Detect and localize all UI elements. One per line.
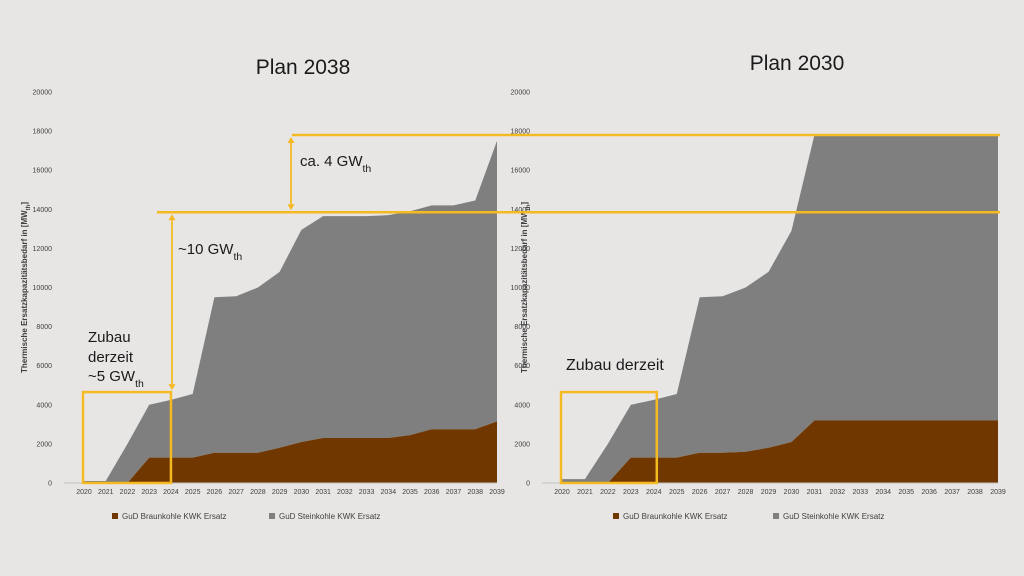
x-tick-label: 2027 [228,489,244,496]
arrow-head [287,204,295,211]
y-tick-label: 12000 [33,246,53,253]
chart-plan-2030: Plan 2030 0 2000 4000 6000 8000 10000 12000 1400… [511,52,1006,521]
y-tick-label: 8000 [36,324,52,331]
legend-label: GuD Steinkohle KWK Ersatz [783,512,884,521]
series-area-braunkohle [562,420,998,483]
y-tick-label: 18000 [33,129,53,136]
x-tick-label: 2031 [807,489,823,496]
y-tick-label: 6000 [36,363,52,370]
y-tick-label: 6000 [514,363,530,370]
y-tick-label: 2000 [514,441,530,448]
x-tick-label: 2027 [715,489,731,496]
zubau-label-line3: ~5 GWth [88,368,144,390]
x-tick-label: 2036 [921,489,937,496]
y-tick-label: 16000 [511,168,531,175]
x-tick-label: 2038 [467,489,483,496]
y-tick-label: 4000 [514,402,530,409]
x-tick-label: 2021 [577,489,593,496]
x-tick-label: 2036 [424,489,440,496]
y-tick-label: 0 [48,481,52,488]
chart-plan-2038: Plan 2038 0 2000 4000 6000 8000 10000 12000 1400… [20,56,505,521]
x-tick-label: 2034 [875,489,891,496]
y-axis-label: Thermische Ersatzkapazitätsbedarf in [MW… [520,202,532,373]
x-tick-label: 2037 [446,489,462,496]
legend-swatch [613,513,619,519]
x-tick-label: 2028 [738,489,754,496]
arrow-head [287,137,295,144]
legend-swatch [269,513,275,519]
legend-swatch [773,513,779,519]
x-tick-label: 2029 [761,489,777,496]
x-tick-label: 2020 [554,489,570,496]
legend-swatch [112,513,118,519]
y-tick-label: 0 [526,481,530,488]
y-tick-label: 20000 [511,90,531,97]
legend-label: GuD Steinkohle KWK Ersatz [279,512,380,521]
x-tick-label: 2034 [381,489,397,496]
x-tick-label: 2025 [669,489,685,496]
y-tick-label: 2000 [36,441,52,448]
series-area-braunkohle [84,421,497,483]
series-area-steinkohle [84,140,497,483]
x-tick-label: 2031 [315,489,331,496]
y-tick-label: 14000 [511,207,531,214]
arrow-head [168,384,176,391]
zubau-label-line2: derzeit [88,349,134,366]
annotation-10gw: ~10 GWth [178,241,242,263]
chart-title: Plan 2030 [750,52,845,75]
x-tick-label: 2020 [76,489,92,496]
x-tick-label: 2026 [692,489,708,496]
x-tick-label: 2032 [337,489,353,496]
x-tick-label: 2039 [990,489,1006,496]
y-tick-label: 20000 [33,90,53,97]
arrow-head [168,214,176,221]
zubau-box-left [81,390,173,485]
x-tick-label: 2024 [646,489,662,496]
x-tick-label: 2035 [898,489,914,496]
y-tick-label: 4000 [36,402,52,409]
chart-title: Plan 2038 [256,56,351,79]
x-tick-label: 2022 [120,489,136,496]
x-tick-label: 2037 [944,489,960,496]
y-tick-label: 12000 [511,246,531,253]
x-tick-label: 2024 [163,489,179,496]
x-tick-label: 2022 [600,489,616,496]
y-tick-label: 16000 [33,168,53,175]
y-tick-label: 10000 [511,285,531,292]
x-tick-label: 2023 [623,489,639,496]
x-tick-label: 2035 [402,489,418,496]
legend-label: GuD Braunkohle KWK Ersatz [623,512,727,521]
y-tick-label: 14000 [33,207,53,214]
zubau-label-right: Zubau derzeit [566,357,664,374]
x-tick-label: 2030 [784,489,800,496]
x-tick-label: 2029 [272,489,288,496]
zubau-box-right [559,390,659,485]
y-axis-label: Thermische Ersatzkapazitätsbedarf in [MW… [20,202,32,373]
zubau-label-line1: Zubau [88,329,131,346]
annotation-layer: Zubau derzeit ~5 GWth ~10 GWth ca. 4 GWth Zub… [81,133,1000,485]
x-tick-label: 2026 [207,489,223,496]
y-tick-label: 18000 [511,129,531,136]
x-tick-label: 2025 [185,489,201,496]
x-tick-label: 2032 [830,489,846,496]
y-tick-label: 8000 [514,324,530,331]
x-tick-label: 2033 [359,489,375,496]
series-area-steinkohle [562,135,998,483]
y-tick-label: 10000 [33,285,53,292]
x-tick-label: 2028 [250,489,266,496]
x-tick-label: 2023 [141,489,157,496]
x-tick-label: 2038 [967,489,983,496]
x-tick-label: 2021 [98,489,114,496]
x-tick-label: 2039 [489,489,505,496]
x-tick-label: 2030 [294,489,310,496]
x-tick-label: 2033 [853,489,869,496]
annotation-4gw: ca. 4 GWth [300,153,371,175]
legend-label: GuD Braunkohle KWK Ersatz [122,512,226,521]
